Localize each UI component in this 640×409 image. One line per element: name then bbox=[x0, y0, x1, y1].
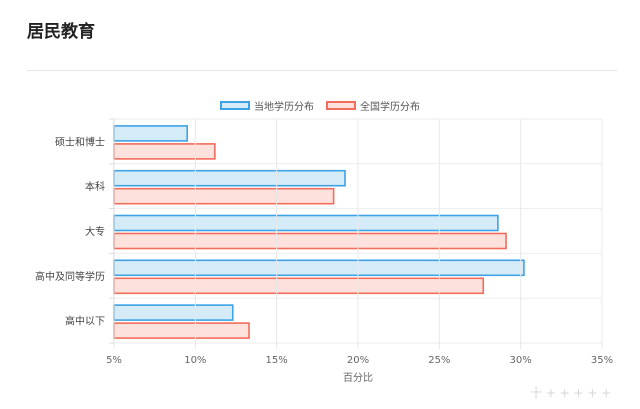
legend-label-local: 当地学历分布 bbox=[254, 102, 314, 113]
bar-national bbox=[113, 322, 250, 339]
bar-local bbox=[113, 125, 188, 142]
bar-local bbox=[113, 214, 499, 232]
category-label: 大专 bbox=[85, 225, 105, 238]
bar-local bbox=[113, 259, 525, 277]
x-tick-label: 20% bbox=[347, 355, 369, 366]
x-axis-title: 百分比 bbox=[343, 372, 373, 384]
bar-local bbox=[113, 169, 346, 187]
category-label: 高中及同等学历 bbox=[35, 270, 105, 283]
legend-label-national: 全国学历分布 bbox=[360, 102, 420, 113]
bar-local bbox=[113, 304, 234, 321]
legend-swatch-local bbox=[220, 101, 250, 110]
legend-swatch-national bbox=[326, 101, 356, 110]
x-tick-label: 15% bbox=[266, 355, 288, 366]
x-tick-label: 25% bbox=[428, 355, 450, 366]
title-divider bbox=[27, 70, 617, 71]
category-label: 硕士和博士 bbox=[55, 135, 105, 148]
chart-legend: 当地学历分布 全国学历分布 bbox=[0, 98, 640, 113]
watermark: 十 + + + + + bbox=[530, 386, 612, 400]
bar-national bbox=[113, 277, 485, 295]
page-title: 居民教育 bbox=[27, 22, 95, 42]
x-tick-label: 10% bbox=[184, 355, 206, 366]
legend-item-national[interactable]: 全国学历分布 bbox=[326, 98, 420, 113]
category-label: 本科 bbox=[85, 180, 105, 193]
legend-item-local[interactable]: 当地学历分布 bbox=[220, 98, 314, 113]
bar-national bbox=[113, 232, 507, 250]
bar-national bbox=[113, 143, 216, 160]
x-tick-label: 30% bbox=[510, 355, 532, 366]
bar-national bbox=[113, 187, 335, 205]
x-tick-label: 5% bbox=[106, 355, 122, 366]
category-label: 高中以下 bbox=[65, 315, 105, 328]
x-tick-label: 35% bbox=[591, 355, 613, 366]
